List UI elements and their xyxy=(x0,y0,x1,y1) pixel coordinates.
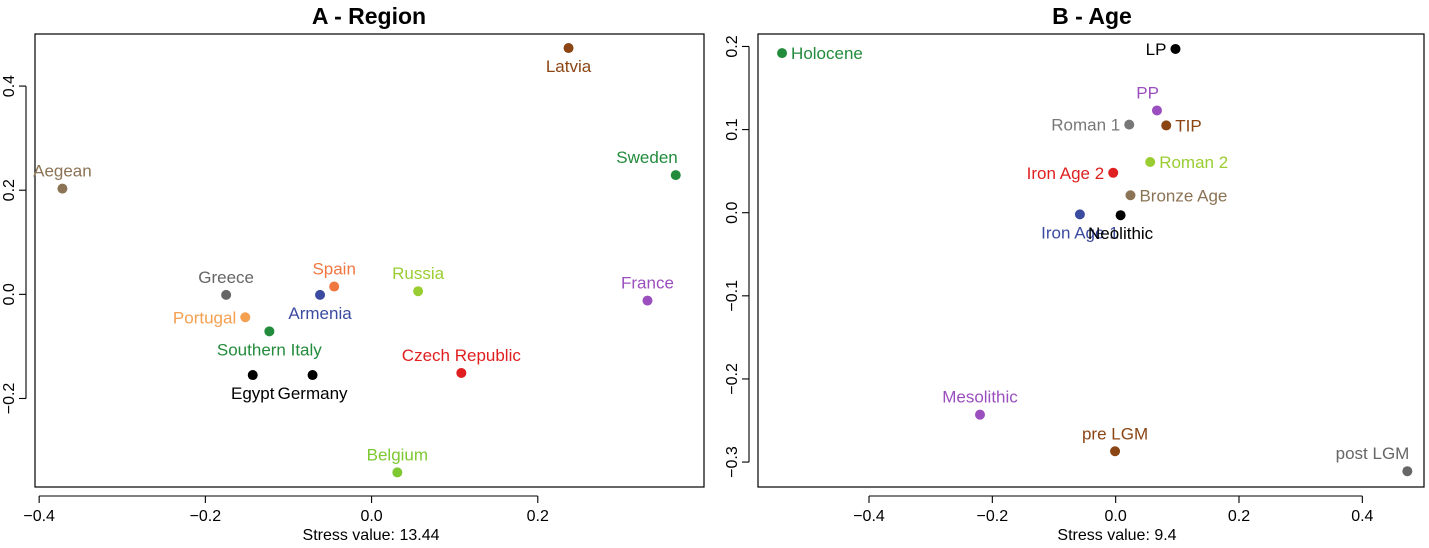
x-tick-label: −0.4 xyxy=(23,508,55,525)
point-belgium xyxy=(392,467,403,478)
point-label-latvia: Latvia xyxy=(546,57,592,76)
x-tick-label: 0.4 xyxy=(1351,508,1373,525)
x-tick-label: 0.0 xyxy=(1105,508,1127,525)
data-points: Holocene LP PP Roman 1 TIP Roman 2 Iron Age 2 B… xyxy=(777,40,1413,477)
point-label-greece: Greece xyxy=(198,268,254,287)
point-lp xyxy=(1170,43,1181,54)
y-tick-label: 0.2 xyxy=(1,179,18,201)
x-tick-label: 0.0 xyxy=(360,508,382,525)
point-label-france: France xyxy=(621,274,674,293)
plot-frame xyxy=(757,33,1425,488)
point-label-iron-age-2: Iron Age 2 xyxy=(1027,164,1105,183)
panel-region: A - Region Stress value: 13.44 −0.4 −0.2 0… xyxy=(1,3,705,544)
chart-title: B - Age xyxy=(1052,3,1132,29)
point-pre-lgm xyxy=(1110,446,1121,457)
point-label-bronze-age: Bronze Age xyxy=(1139,186,1227,205)
y-tick-label: −0.2 xyxy=(724,363,741,395)
y-tick-label: 0.2 xyxy=(724,35,741,57)
point-label-aegean: Aegean xyxy=(33,162,92,181)
point-southern-italy xyxy=(264,326,275,337)
point-label-sweden: Sweden xyxy=(616,148,677,167)
point-aegean xyxy=(57,183,68,194)
point-label-roman-2: Roman 2 xyxy=(1159,153,1228,172)
plot-frame xyxy=(34,33,705,488)
point-label-tip: TIP xyxy=(1175,116,1201,135)
point-roman-2 xyxy=(1145,157,1156,168)
point-label-pre-lgm: pre LGM xyxy=(1082,424,1148,443)
x-axis: −0.4 −0.2 0.0 0.2 0.4 xyxy=(853,495,1374,525)
point-mesolithic xyxy=(975,409,985,420)
data-points: Latvia Aegean Sweden Greece Spain Russia Franc… xyxy=(33,43,681,478)
point-czech-republic xyxy=(456,367,467,378)
point-roman-1 xyxy=(1124,119,1135,130)
point-armenia xyxy=(315,289,326,300)
point-iron-age-2 xyxy=(1108,167,1119,178)
y-tick-label: −0.2 xyxy=(1,383,18,415)
point-label-spain: Spain xyxy=(312,260,355,279)
point-label-pp: PP xyxy=(1136,83,1159,102)
point-germany xyxy=(307,370,318,381)
y-tick-label: 0.0 xyxy=(724,201,741,223)
point-neolithic xyxy=(1115,210,1126,221)
point-greece xyxy=(221,289,232,300)
point-label-holocene: Holocene xyxy=(791,44,863,63)
point-portugal xyxy=(240,312,251,323)
point-label-russia: Russia xyxy=(392,264,445,283)
x-tick-label: 0.2 xyxy=(527,508,549,525)
point-label-iron-age-1: Iron Age 1 xyxy=(1041,223,1119,242)
point-label-neolithic: Neolithic xyxy=(1088,224,1154,243)
point-label-lp: LP xyxy=(1146,40,1167,59)
x-tick-label: 0.2 xyxy=(1228,508,1250,525)
panel-age: B - Age Stress value: 9.4 −0.4 −0.2 0.0 0.2… xyxy=(724,3,1425,544)
point-iron-age-1 xyxy=(1074,209,1085,220)
y-tick-label: 0.1 xyxy=(724,118,741,140)
point-label-armenia: Armenia xyxy=(288,304,352,323)
y-axis: 0.2 0.1 0.0 −0.1 −0.2 −0.3 xyxy=(724,35,750,478)
point-egypt xyxy=(247,370,258,381)
y-tick-label: 0.4 xyxy=(1,75,18,97)
point-label-portugal: Portugal xyxy=(173,308,236,327)
y-tick-label: −0.3 xyxy=(724,446,741,478)
x-axis-label: Stress value: 9.4 xyxy=(1057,527,1176,544)
point-bronze-age xyxy=(1125,190,1136,201)
y-tick-label: 0.0 xyxy=(1,283,18,305)
x-tick-label: −0.4 xyxy=(853,508,885,525)
y-tick-label: −0.1 xyxy=(724,280,741,312)
point-latvia xyxy=(563,43,574,54)
point-label-mesolithic: Mesolithic xyxy=(942,388,1018,407)
point-post-lgm xyxy=(1402,466,1413,477)
point-holocene xyxy=(777,48,788,59)
point-russia xyxy=(413,286,424,297)
x-axis-label: Stress value: 13.44 xyxy=(303,527,440,544)
point-sweden xyxy=(670,170,681,181)
x-axis: −0.4 −0.2 0.0 0.2 xyxy=(23,495,549,525)
point-label-roman-1: Roman 1 xyxy=(1051,116,1120,135)
point-spain xyxy=(329,281,340,292)
point-label-southern-italy: Southern Italy xyxy=(217,340,322,359)
chart-title: A - Region xyxy=(312,3,426,29)
point-label-czech-republic: Czech Republic xyxy=(402,346,522,365)
x-tick-label: −0.2 xyxy=(977,508,1009,525)
point-france xyxy=(642,295,653,306)
point-label-germany: Germany xyxy=(278,384,348,403)
point-label-post-lgm: post LGM xyxy=(1336,444,1410,463)
point-pp xyxy=(1151,105,1162,116)
y-axis: 0.4 0.2 0.0 −0.2 xyxy=(1,75,27,415)
x-tick-label: −0.2 xyxy=(190,508,222,525)
point-tip xyxy=(1161,120,1172,131)
point-label-egypt: Egypt xyxy=(231,384,275,403)
point-label-belgium: Belgium xyxy=(367,445,428,464)
